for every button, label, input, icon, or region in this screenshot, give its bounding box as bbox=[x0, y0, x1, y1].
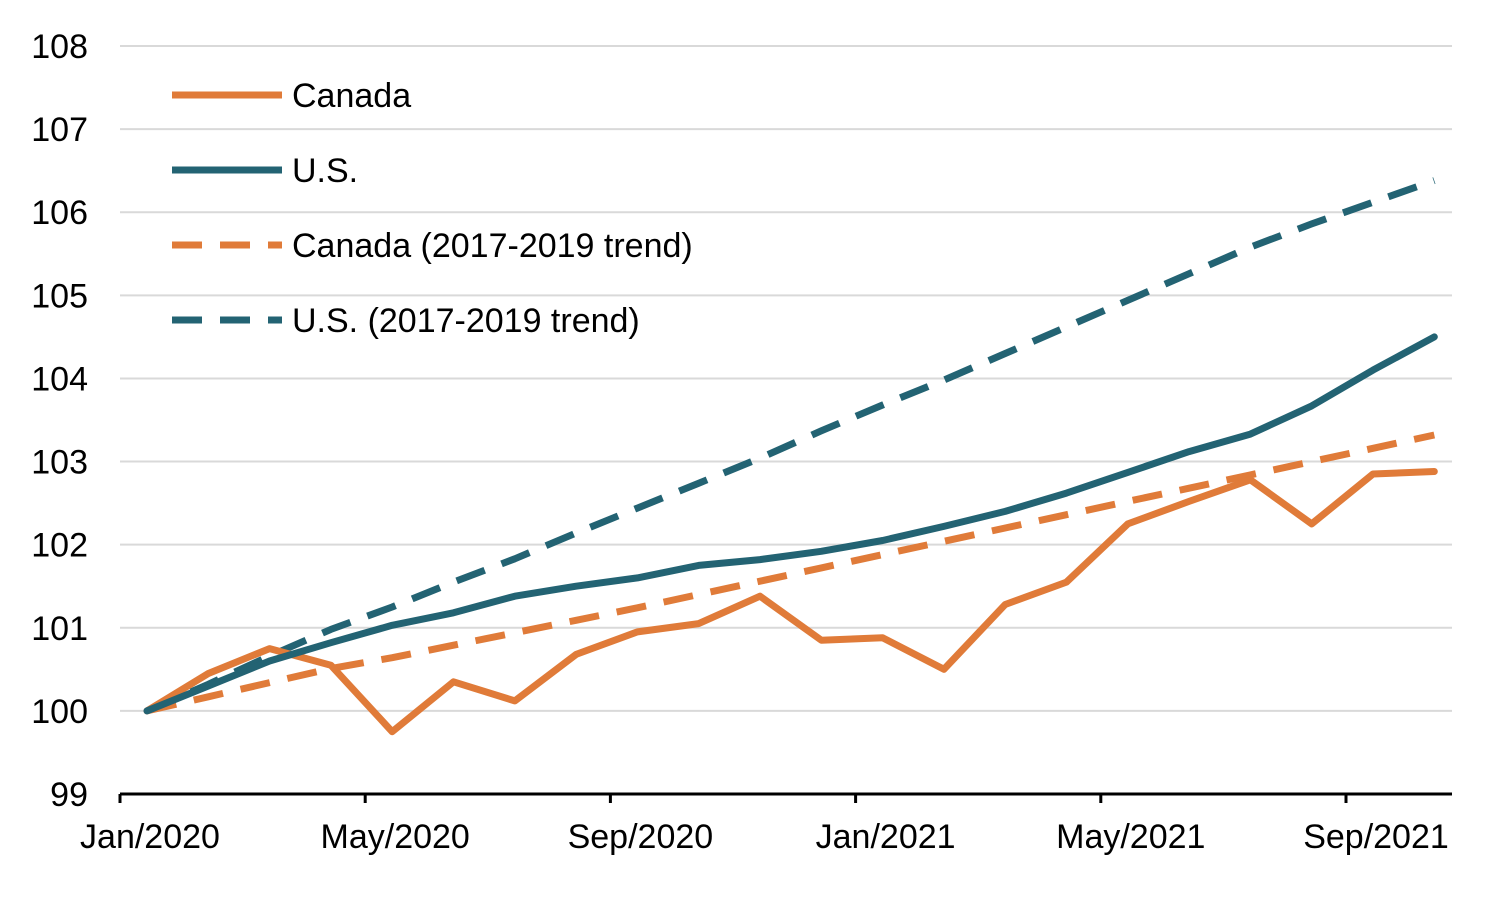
y-axis: 99 100 101 102 103 104 105 106 107 108 bbox=[31, 28, 88, 814]
y-tick-label: 108 bbox=[31, 28, 88, 66]
x-axis: Jan/2020 May/2020 Sep/2020 Jan/2021 May/2021… bbox=[80, 792, 1452, 856]
legend-label: U.S. (2017-2019 trend) bbox=[292, 302, 640, 340]
y-tick-label: 103 bbox=[31, 444, 88, 482]
series-lines bbox=[143, 177, 1438, 736]
series-line-u-s bbox=[143, 333, 1438, 715]
y-tick-label: 101 bbox=[31, 610, 88, 648]
y-tick-label: 102 bbox=[31, 527, 88, 565]
y-tick-label: 105 bbox=[31, 277, 88, 315]
x-tick-label: May/2020 bbox=[321, 818, 470, 856]
x-tick-label: Sep/2020 bbox=[568, 818, 714, 856]
y-tick-label: 106 bbox=[31, 194, 88, 232]
x-tick-label: Jan/2020 bbox=[80, 818, 220, 856]
legend-label: U.S. bbox=[292, 152, 358, 190]
series-line-u-s-2017-2019-trend bbox=[145, 177, 1436, 715]
y-tick-label: 104 bbox=[31, 360, 88, 398]
x-tick-label: Sep/2021 bbox=[1303, 818, 1449, 856]
y-tick-label: 107 bbox=[31, 111, 88, 149]
y-tick-label: 100 bbox=[31, 693, 88, 731]
x-tick-label: Jan/2021 bbox=[816, 818, 956, 856]
x-tick-label: May/2021 bbox=[1056, 818, 1205, 856]
y-tick-label: 99 bbox=[50, 776, 88, 814]
legend-label: Canada bbox=[292, 77, 411, 115]
legend-label: Canada (2017-2019 trend) bbox=[292, 227, 693, 265]
series-line-canada-2017-2019-trend bbox=[146, 431, 1436, 715]
series-line-canada bbox=[143, 468, 1438, 736]
legend: Canada U.S. Canada (2017-2019 trend) U.S. (… bbox=[172, 77, 693, 340]
